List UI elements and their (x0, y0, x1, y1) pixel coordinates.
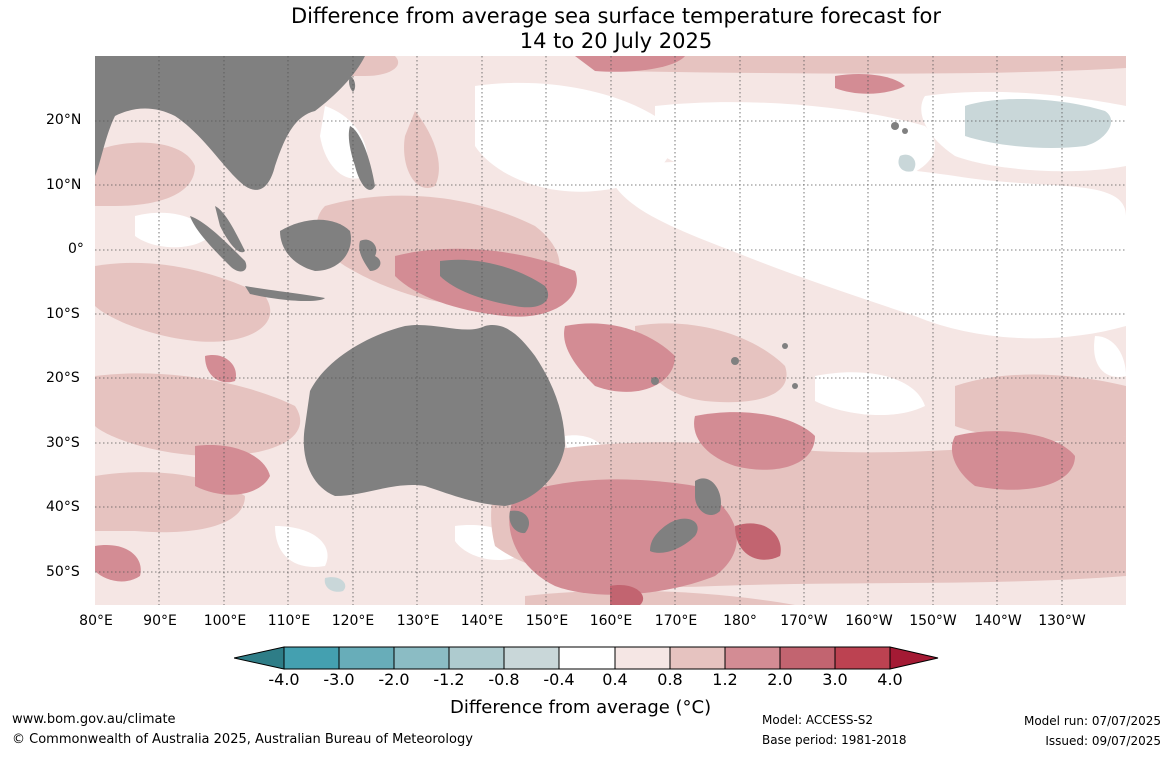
asia-mainland (95, 56, 365, 190)
lon-label-150w: 150°W (909, 613, 957, 629)
lat-label-50s: 50°S (46, 564, 80, 580)
lon-label-80e: 80°E (79, 613, 113, 629)
colorbar-bin-11 (834, 646, 891, 670)
colorbar-tick-label: -4.0 (268, 670, 300, 689)
colorbar-tick-label: -1.2 (433, 670, 465, 689)
tasmania (509, 510, 530, 534)
lon-label-140e: 140°E (460, 613, 504, 629)
colorbar-tick-label: -0.4 (543, 670, 575, 689)
colorbar-bin-8 (669, 646, 726, 670)
sst-anomaly-map (95, 56, 1126, 605)
issued-date: Issued: 09/07/2025 (1045, 734, 1161, 748)
copyright-notice: © Commonwealth of Australia 2025, Austra… (12, 732, 473, 747)
lon-label-160w: 160°W (845, 613, 893, 629)
base-period: Base period: 1981-2018 (762, 733, 907, 747)
java (245, 286, 325, 302)
lat-label-10n: 10°N (46, 177, 82, 193)
colorbar-title: Difference from average (°C) (450, 697, 712, 718)
colorbar-tick-label: -2.0 (378, 670, 410, 689)
colorbar-bin-10 (779, 646, 836, 670)
lon-label-180: 180° (723, 613, 757, 629)
borneo (280, 219, 351, 271)
lon-label-90e: 90°E (143, 613, 177, 629)
colorbar-tick-label: -0.8 (488, 670, 520, 689)
lon-label-130w: 130°W (1038, 613, 1086, 629)
graticule (95, 56, 1126, 605)
lat-label-20n: 20°N (46, 112, 82, 128)
lon-label-130e: 130°E (396, 613, 440, 629)
malay-peninsula (215, 206, 245, 253)
colorbar-tick-label: -3.0 (323, 670, 355, 689)
colorbar-bin-1 (283, 646, 340, 670)
lat-label-40s: 40°S (46, 499, 80, 515)
lon-label-110e: 110°E (267, 613, 311, 629)
model-run-date: Model run: 07/07/2025 (1023, 714, 1161, 728)
taiwan (349, 76, 356, 92)
title-line-2: 14 to 20 July 2025 (519, 29, 713, 53)
colorbar-bin-3 (393, 646, 450, 670)
australia (303, 324, 565, 506)
sumatra (190, 216, 247, 272)
new-zealand-north (695, 478, 721, 516)
colorbar-tick-label: 3.0 (822, 670, 848, 689)
title-line-1: Difference from average sea surface temp… (291, 4, 941, 28)
colorbar-tick-label: 0.8 (657, 670, 683, 689)
lon-label-140w: 140°W (974, 613, 1022, 629)
lon-label-100e: 100°E (203, 613, 247, 629)
colorbar-extend-low (233, 646, 285, 670)
sulawesi (359, 239, 381, 271)
colorbar (233, 645, 940, 675)
colorbar-bin-9 (724, 646, 781, 670)
philippines (348, 126, 375, 190)
map-title: Difference from average sea surface temp… (0, 4, 1173, 54)
lat-label-20s: 20°S (46, 370, 80, 386)
anomaly-2.0-3.0 (610, 523, 781, 605)
lon-label-150e: 150°E (525, 613, 569, 629)
colorbar-tick-label: 0.4 (602, 670, 628, 689)
colorbar-tick-label: 1.2 (712, 670, 738, 689)
colorbar-extend-high (889, 646, 939, 670)
colorbar-tick-label: 2.0 (767, 670, 793, 689)
colorbar-bin-4 (448, 646, 505, 670)
lat-label-equator: 0° (68, 241, 84, 257)
landmasses (95, 56, 908, 553)
model-name: Model: ACCESS-S2 (762, 713, 874, 727)
lon-label-160e: 160°E (589, 613, 633, 629)
lon-label-170e: 170°E (654, 613, 698, 629)
colorbar-bin-7 (614, 646, 671, 670)
colorbar-bin-6 (558, 646, 616, 670)
colorbar-tick-label: 4.0 (877, 670, 903, 689)
new-guinea (440, 259, 549, 308)
colorbar-bin-5 (503, 646, 560, 670)
lon-label-120e: 120°E (331, 613, 375, 629)
colorbar-bin-2 (338, 646, 395, 670)
new-zealand-south (650, 518, 698, 553)
website-link[interactable]: www.bom.gov.au/climate (12, 712, 176, 727)
lat-label-10s: 10°S (46, 306, 80, 322)
lon-label-170w: 170°W (780, 613, 828, 629)
lat-label-30s: 30°S (46, 435, 80, 451)
